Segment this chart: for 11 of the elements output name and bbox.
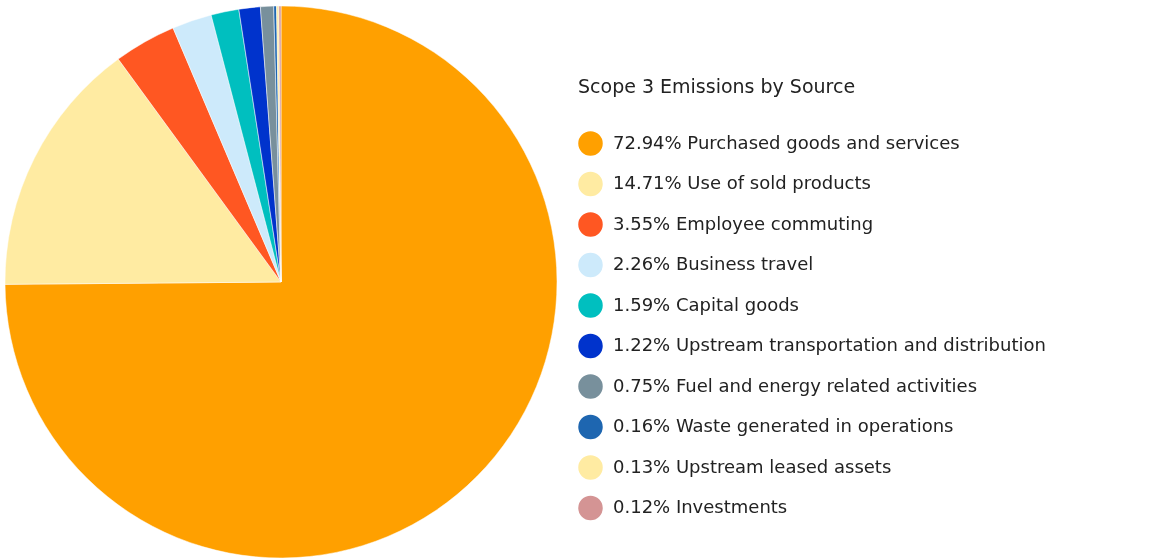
legend-label: 1.59% Capital goods (613, 293, 799, 315)
legend-label: 0.12% Investments (613, 496, 788, 517)
legend-title: Scope 3 Emissions by Source (578, 75, 856, 97)
legend-label: 72.94% Purchased goods and services (613, 131, 960, 153)
legend-label: 14.71% Use of sold products (613, 172, 871, 193)
legend-label: 3.55% Employee commuting (613, 212, 874, 234)
legend-label: 0.16% Waste generated in operations (613, 415, 954, 436)
legend-label: 0.75% Fuel and energy related activities (613, 374, 978, 396)
legend-label: 1.22% Upstream transportation and distribution (613, 334, 1046, 355)
legend-label: 0.13% Upstream leased assets (613, 455, 892, 477)
legend-label: 2.26% Business travel (613, 253, 814, 274)
